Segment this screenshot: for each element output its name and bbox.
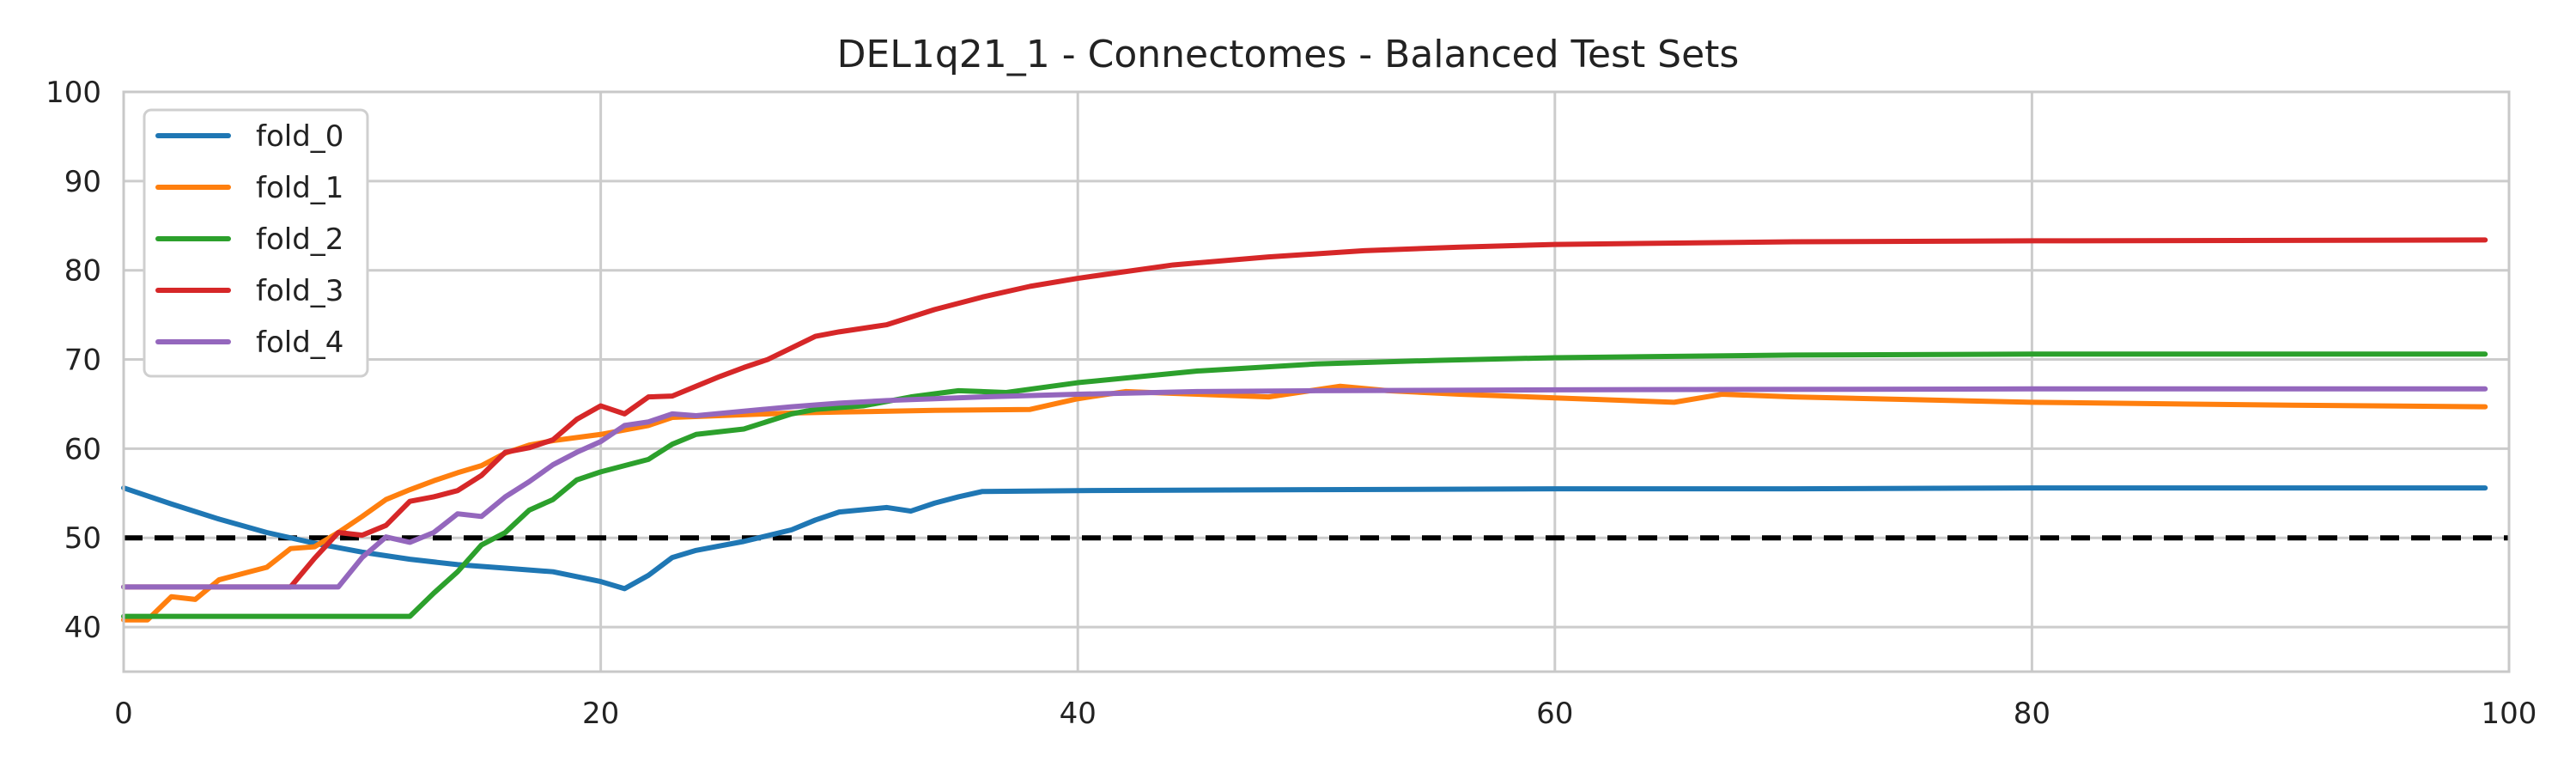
x-tick-label: 80 — [2014, 697, 2050, 731]
axes-layer: 0 20 40 60 80 100 40 50 60 70 80 90 100 — [46, 76, 2537, 731]
series-line-fold_4 — [121, 386, 2488, 590]
y-tick-label: 50 — [64, 521, 101, 556]
x-tick-label: 40 — [1060, 697, 1097, 731]
legend-label-fold_2: fold_2 — [256, 222, 343, 257]
series-line-fold_0 — [121, 485, 2488, 592]
legend-label-fold_0: fold_0 — [256, 119, 343, 154]
grid-layer — [122, 90, 2511, 672]
y-tick-label: 40 — [64, 611, 101, 645]
legend-box — [143, 108, 369, 378]
series-line-fold_1 — [121, 383, 2488, 623]
y-tick-label: 60 — [64, 432, 101, 466]
legend-label-fold_1: fold_1 — [256, 171, 343, 205]
legend-label-fold_4: fold_4 — [256, 326, 343, 360]
legend-label-fold_3: fold_3 — [256, 274, 343, 308]
series-layer — [121, 237, 2488, 623]
plot-area-background — [124, 92, 2509, 672]
x-tick-label: 60 — [1536, 697, 1573, 731]
y-tick-label: 90 — [64, 165, 101, 199]
y-tick-label: 100 — [46, 76, 101, 110]
x-tick-label: 100 — [2482, 697, 2537, 731]
x-tick-label: 20 — [582, 697, 619, 731]
y-tick-label: 70 — [64, 344, 101, 378]
legend: fold_0 fold_1 fold_2 fold_3 fold_4 — [143, 108, 369, 378]
x-tick-label: 0 — [114, 697, 133, 731]
y-tick-label: 80 — [64, 254, 101, 289]
chart-title: DEL1q21_1 - Connectomes - Balanced Test … — [837, 33, 1740, 76]
plot-frame — [122, 90, 2511, 673]
series-line-fold_3 — [121, 237, 2488, 590]
series-line-fold_2 — [121, 351, 2488, 619]
